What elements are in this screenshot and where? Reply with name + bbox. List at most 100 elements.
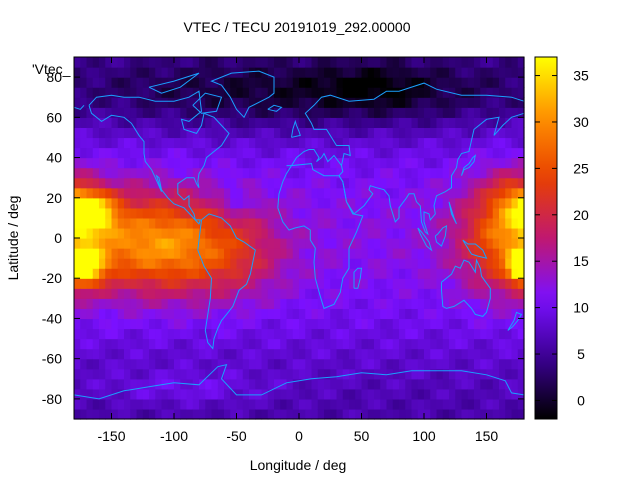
heatmap-cell <box>374 107 381 118</box>
heatmap-cell <box>74 398 81 410</box>
heatmap-cell <box>199 378 206 390</box>
heatmap-cell <box>217 238 225 249</box>
heatmap-cell <box>105 268 113 279</box>
heatmap-cell <box>80 248 88 259</box>
heatmap-cell <box>280 77 288 88</box>
heatmap-cell <box>80 207 88 219</box>
heatmap-cell <box>355 87 363 98</box>
heatmap-cell <box>517 197 525 209</box>
heatmap-cell <box>167 358 175 370</box>
heatmap-cell <box>149 147 156 159</box>
heatmap-cell <box>367 268 375 279</box>
heatmap-cell <box>499 227 506 239</box>
heatmap-cell <box>167 238 175 249</box>
heatmap-cell <box>436 147 444 159</box>
heatmap-cell <box>324 268 331 279</box>
heatmap-cell <box>242 167 250 179</box>
heatmap-cell <box>161 187 169 199</box>
heatmap-cell <box>324 408 331 420</box>
heatmap-cell <box>355 258 363 269</box>
heatmap-cell <box>92 197 100 209</box>
heatmap-cell <box>367 368 375 380</box>
heatmap-cell <box>361 248 369 259</box>
heatmap-cell <box>392 388 400 400</box>
heatmap-cell <box>355 77 363 88</box>
heatmap-cell <box>424 338 431 350</box>
heatmap-cell <box>324 258 331 269</box>
heatmap-cell <box>436 177 444 189</box>
heatmap-cell <box>424 248 431 259</box>
heatmap-cell <box>261 87 269 98</box>
heatmap-cell <box>417 368 425 380</box>
heatmap-cell <box>467 157 475 169</box>
heatmap-cell <box>292 207 300 219</box>
heatmap-cell <box>517 368 525 380</box>
heatmap-cell <box>430 217 438 229</box>
heatmap-cell <box>236 358 244 370</box>
heatmap-cell <box>74 97 81 108</box>
heatmap-cell <box>230 248 238 259</box>
heatmap-cell <box>136 57 144 68</box>
heatmap-cell <box>374 288 381 299</box>
heatmap-cell <box>392 197 400 209</box>
heatmap-cell <box>205 258 213 269</box>
heatmap-cell <box>374 408 381 420</box>
heatmap-cell <box>405 127 413 139</box>
heatmap-cell <box>417 57 425 68</box>
heatmap-cell <box>480 57 488 68</box>
heatmap-cell <box>305 388 313 400</box>
heatmap-cell <box>86 248 94 259</box>
heatmap-cell <box>242 137 250 149</box>
heatmap-cell <box>405 147 413 159</box>
heatmap-cell <box>317 97 325 108</box>
heatmap-cell <box>492 388 500 400</box>
heatmap-cell <box>517 358 525 370</box>
heatmap-cell <box>142 177 150 189</box>
heatmap-cell <box>505 248 513 259</box>
heatmap-cell <box>167 268 175 279</box>
coastlines <box>73 70 525 400</box>
heatmap-cell <box>292 258 300 269</box>
heatmap-cell <box>211 147 219 159</box>
heatmap-cell <box>361 197 369 209</box>
heatmap-cell <box>242 157 250 169</box>
heatmap-cell <box>480 217 488 229</box>
heatmap-cell <box>342 87 350 98</box>
heatmap-cell <box>180 278 188 289</box>
heatmap-cell <box>142 217 150 229</box>
heatmap-cell <box>149 57 156 68</box>
heatmap-cell <box>117 238 125 249</box>
heatmap-cell <box>161 388 169 400</box>
heatmap-cell <box>374 197 381 209</box>
heatmap-cell <box>242 398 250 410</box>
heatmap-cell <box>199 338 206 350</box>
heatmap-cell <box>317 358 325 370</box>
heatmap-cell <box>242 358 250 370</box>
heatmap-cell <box>236 137 244 149</box>
heatmap-cell <box>286 318 294 330</box>
heatmap-cell <box>386 137 394 149</box>
heatmap-cell <box>511 217 519 229</box>
heatmap-cell <box>174 67 181 78</box>
heatmap-cell <box>349 217 356 229</box>
heatmap-cell <box>467 107 475 118</box>
heatmap-cell <box>199 147 206 159</box>
heatmap-cell <box>442 77 450 88</box>
heatmap-cell <box>274 238 281 249</box>
heatmap-cell <box>149 408 156 420</box>
heatmap-cell <box>505 167 513 179</box>
heatmap-cell <box>230 338 238 350</box>
heatmap-cell <box>492 398 500 410</box>
heatmap-cell <box>174 207 181 219</box>
heatmap-cell <box>80 338 88 350</box>
heatmap-cell <box>467 288 475 299</box>
heatmap-cell <box>211 298 219 309</box>
heatmap-cell <box>217 187 225 199</box>
heatmap-cell <box>499 197 506 209</box>
heatmap-cell <box>292 67 300 78</box>
heatmap-cell <box>186 117 194 128</box>
heatmap-cell <box>311 207 319 219</box>
heatmap-cell <box>117 328 125 340</box>
heatmap-cell <box>274 368 281 380</box>
heatmap-cell <box>236 388 244 400</box>
